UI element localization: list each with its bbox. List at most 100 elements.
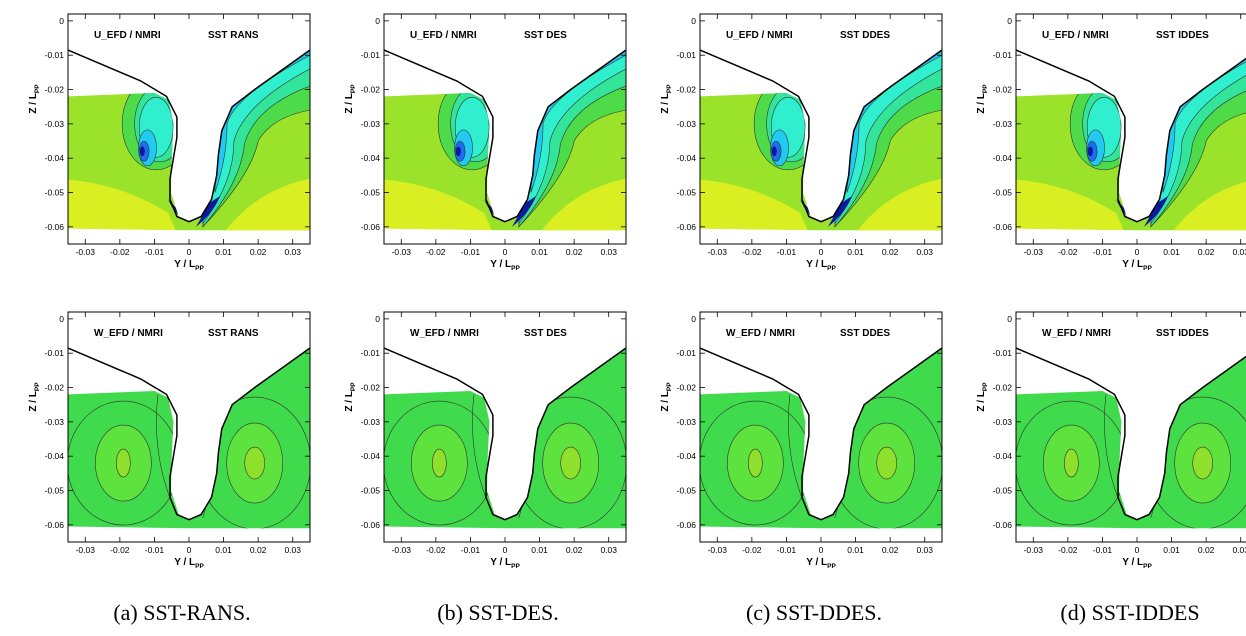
hull-section-line — [383, 49, 627, 223]
x-tick-label: -0.03 — [1024, 545, 1044, 555]
x-axis-title: Y / LPP — [806, 557, 836, 570]
hull-section-line — [699, 347, 943, 521]
x-tick-label: 0.01 — [215, 247, 232, 257]
x-tick-label: -0.02 — [1058, 247, 1078, 257]
x-tick-label: 0 — [1135, 247, 1140, 257]
contour-plot: 0 -0.01 -0.02 -0.03 -0.04 -0.05 -0.06 -0.03 -0.0… — [660, 311, 943, 570]
x-tick-label: -0.01 — [145, 545, 165, 555]
y-tick-label: -0.04 — [45, 451, 65, 461]
y-tick-label: -0.01 — [677, 348, 697, 358]
x-tick-label: 0.03 — [916, 545, 933, 555]
y-axis-title: Z / LPP — [344, 382, 357, 412]
y-tick-label: -0.03 — [677, 417, 697, 427]
y-tick-label: -0.03 — [993, 119, 1013, 129]
x-tick-label: -0.01 — [777, 545, 797, 555]
x-tick-label: -0.02 — [1058, 545, 1078, 555]
x-tick-label: -0.01 — [777, 247, 797, 257]
y-tick-label: -0.05 — [993, 486, 1013, 496]
y-tick-label: -0.05 — [361, 188, 381, 198]
x-tick-label: 0 — [503, 545, 508, 555]
y-tick-label: -0.05 — [361, 486, 381, 496]
y-tick-label: -0.03 — [45, 119, 65, 129]
y-tick-label: 0 — [1007, 16, 1012, 26]
x-tick-label: 0.01 — [1163, 545, 1180, 555]
contour-panel-bottom-c: 0 -0.01 -0.02 -0.03 -0.04 -0.05 -0.06 -0.03 -0.0… — [650, 300, 950, 585]
model-label: SST IDDES — [1156, 328, 1209, 339]
y-tick-label: -0.02 — [45, 85, 65, 95]
y-tick-label: -0.04 — [361, 451, 381, 461]
x-tick-label: -0.03 — [76, 247, 96, 257]
y-tick-label: -0.01 — [361, 50, 381, 60]
contour-panel-bottom-a: 0 -0.01 -0.02 -0.03 -0.04 -0.05 -0.06 -0.03 -0.0… — [18, 300, 318, 585]
model-label: SST IDDES — [1156, 30, 1209, 41]
measured-data-label: W_EFD / NMRI — [1042, 328, 1111, 339]
x-tick-label: 0.01 — [847, 545, 864, 555]
y-tick-label: -0.04 — [677, 451, 697, 461]
hull-section-line — [1015, 49, 1246, 223]
y-axis-title: Z / LPP — [660, 84, 673, 114]
hull-section-line — [699, 49, 943, 223]
contour-panel-top-a: 0 -0.01 -0.02 -0.03 -0.04 -0.05 -0.06 -0.03 -0.0… — [18, 2, 318, 287]
x-tick-label: 0.03 — [600, 545, 617, 555]
x-axis-title: Y / LPP — [1122, 557, 1152, 570]
caption-b: (b) SST-DES. — [437, 600, 559, 625]
x-tick-label: -0.02 — [426, 247, 446, 257]
x-tick-label: 0 — [819, 545, 824, 555]
y-tick-label: -0.06 — [677, 520, 697, 530]
y-tick-label: -0.06 — [361, 520, 381, 530]
model-label: SST DES — [524, 30, 567, 41]
y-tick-label: -0.02 — [677, 85, 697, 95]
measured-data-label: W_EFD / NMRI — [726, 328, 795, 339]
contour-panel-top-d: 0 -0.01 -0.02 -0.03 -0.04 -0.05 -0.06 -0.03 -0.0… — [966, 2, 1246, 287]
y-tick-label: -0.02 — [993, 383, 1013, 393]
model-label: SST DDES — [840, 328, 890, 339]
x-tick-label: 0.03 — [284, 545, 301, 555]
model-label: SST RANS — [208, 30, 259, 41]
x-tick-label: 0.01 — [531, 247, 548, 257]
y-tick-label: -0.06 — [993, 520, 1013, 530]
hull-section-line — [67, 347, 311, 521]
x-tick-label: -0.02 — [742, 247, 762, 257]
x-tick-label: 0 — [503, 247, 508, 257]
x-tick-label: -0.01 — [461, 247, 481, 257]
y-tick-label: -0.04 — [993, 153, 1013, 163]
contour-plot: 0 -0.01 -0.02 -0.03 -0.04 -0.05 -0.06 -0.03 -0.0… — [976, 13, 1246, 272]
x-tick-label: 0.01 — [1163, 247, 1180, 257]
y-tick-label: 0 — [375, 314, 380, 324]
x-tick-label: 0.03 — [1232, 247, 1246, 257]
y-tick-label: -0.02 — [993, 85, 1013, 95]
hull-section-line — [383, 347, 627, 521]
x-axis-title: Y / LPP — [1122, 259, 1152, 272]
y-tick-label: -0.01 — [361, 348, 381, 358]
contour-panel-top-c: 0 -0.01 -0.02 -0.03 -0.04 -0.05 -0.06 -0.03 -0.0… — [650, 2, 950, 287]
y-tick-label: -0.02 — [677, 383, 697, 393]
x-tick-label: -0.02 — [742, 545, 762, 555]
y-axis-title: Z / LPP — [344, 84, 357, 114]
y-tick-label: -0.05 — [45, 188, 65, 198]
y-axis-title: Z / LPP — [976, 84, 989, 114]
contour-panel-bottom-b: 0 -0.01 -0.02 -0.03 -0.04 -0.05 -0.06 -0.03 -0.0… — [334, 300, 634, 585]
y-tick-label: -0.01 — [45, 50, 65, 60]
contour-plot: 0 -0.01 -0.02 -0.03 -0.04 -0.05 -0.06 -0.03 -0.0… — [976, 311, 1246, 570]
x-tick-label: -0.03 — [392, 247, 412, 257]
x-tick-label: -0.01 — [1093, 247, 1113, 257]
x-tick-label: 0.03 — [1232, 545, 1246, 555]
y-tick-label: -0.06 — [45, 520, 65, 530]
x-tick-label: 0 — [187, 247, 192, 257]
y-tick-label: -0.05 — [45, 486, 65, 496]
contour-plot: 0 -0.01 -0.02 -0.03 -0.04 -0.05 -0.06 -0.03 -0.0… — [660, 13, 943, 272]
x-tick-label: 0.02 — [566, 545, 583, 555]
y-tick-label: -0.03 — [361, 119, 381, 129]
x-tick-label: 0 — [819, 247, 824, 257]
contour-plot: 0 -0.01 -0.02 -0.03 -0.04 -0.05 -0.06 -0.03 -0.0… — [344, 13, 627, 272]
x-tick-label: 0.01 — [847, 247, 864, 257]
y-tick-label: -0.06 — [677, 222, 697, 232]
caption-d: (d) SST-IDDES — [1060, 600, 1200, 625]
y-tick-label: 0 — [375, 16, 380, 26]
x-tick-label: -0.01 — [461, 545, 481, 555]
y-tick-label: -0.01 — [677, 50, 697, 60]
x-tick-label: 0.02 — [250, 247, 267, 257]
x-tick-label: 0.02 — [250, 545, 267, 555]
contour-plot: 0 -0.01 -0.02 -0.03 -0.04 -0.05 -0.06 -0.03 -0.0… — [28, 311, 311, 570]
x-tick-label: 0.02 — [566, 247, 583, 257]
